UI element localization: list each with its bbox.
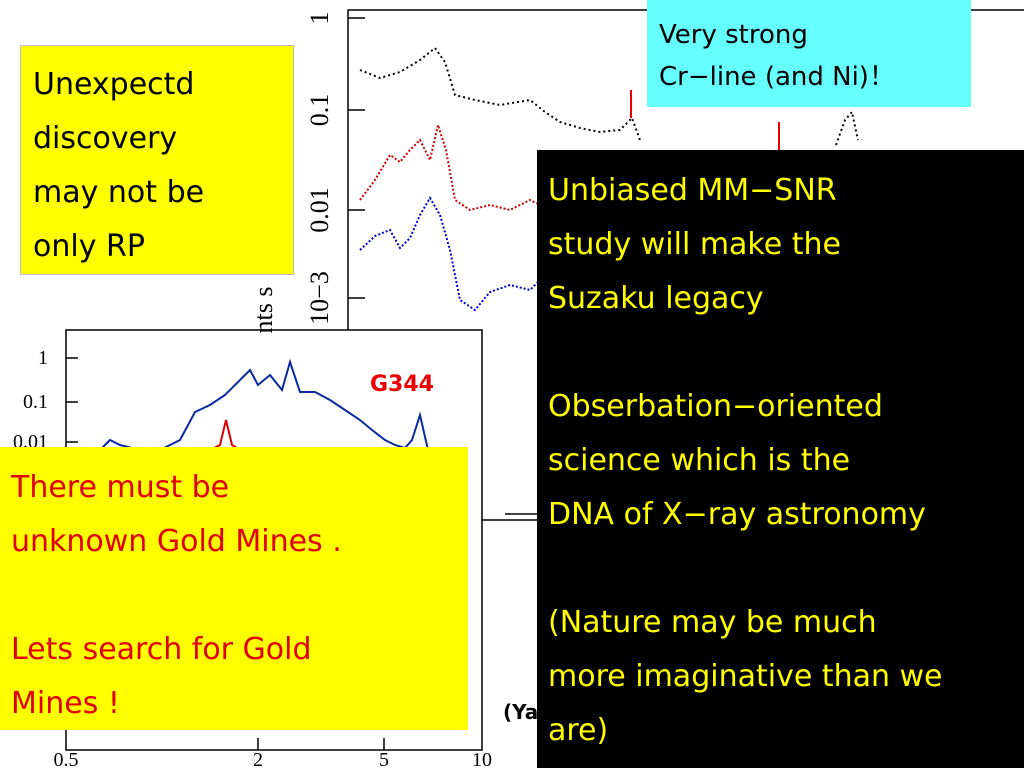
text-box: There must be unknown Gold Mines . Lets se… [0,447,468,730]
axis-label: nts s [249,287,278,334]
paragraph: Lets search for Gold Mines ! [11,623,468,730]
spectrum-black [359,46,641,141]
y-tick-label: 1 [305,12,334,25]
spectrum-black [835,109,859,146]
paragraph: Very strong Cr−line (and Ni)！ [659,14,971,98]
text-line: Unexpectd [33,67,195,102]
paragraph: (Nature may be much more imaginative than… [548,596,1024,758]
spectrum-blue [359,196,541,312]
y-tick-label: 0.01 [305,187,334,233]
text-line: Unbiased MM−SNR [548,173,837,208]
paragraph: Unexpectd discovery may not be only RP [33,58,293,274]
y-tick-label: 10−3 [305,271,334,325]
x-tick-label: 2 [253,749,263,768]
text-line: study will make the [548,227,841,262]
text-line: Cr−line (and Ni)！ [659,62,895,92]
text-line: unknown Gold Mines . [11,524,342,559]
text-line: discovery [33,121,178,156]
x-tick-label: 5 [379,749,389,768]
tick-marks [66,357,385,750]
text-line: There must be [11,470,230,505]
text-line: are) [548,713,609,748]
text-line: only RP [33,229,145,264]
text-line: may not be [33,175,205,210]
y-tick-label: 0.1 [23,391,48,413]
credit: (Ya [503,700,539,724]
spectrum-red [209,419,241,451]
y-tick-label: 1 [38,347,48,369]
text-line: DNA of X−ray astronomy [548,497,926,532]
tick-marks [348,17,540,515]
paragraph: Unbiased MM−SNR study will make the Suzaku… [548,164,1024,326]
paragraph: Obserbation−oriented science which is the… [548,380,1024,542]
text-box: Unbiased MM−SNR study will make the Suzaku… [537,150,1024,768]
text-line: Mines ! [11,686,120,721]
text-box: Unexpectd discovery may not be only RP [20,45,294,275]
text-line: Suzaku legacy [548,281,764,316]
text-box: Very strong Cr−line (and Ni)！ [647,0,971,107]
plot-label: G344 [370,372,434,397]
text-line: Very strong [659,20,808,50]
spectrum-red [359,121,541,212]
x-tick-label: 10 [472,749,492,768]
y-tick-label: 0.1 [305,94,334,127]
text-line: science which is the [548,443,851,478]
text-line: more imaginative than we [548,659,943,694]
spectrum-blue [99,358,429,451]
text-line: Lets search for Gold [11,632,312,667]
text-line: Obserbation−oriented [548,389,883,424]
paragraph: There must be unknown Gold Mines . [11,461,468,569]
x-tick-label: 0.5 [54,749,79,768]
text-line: (Nature may be much [548,605,877,640]
